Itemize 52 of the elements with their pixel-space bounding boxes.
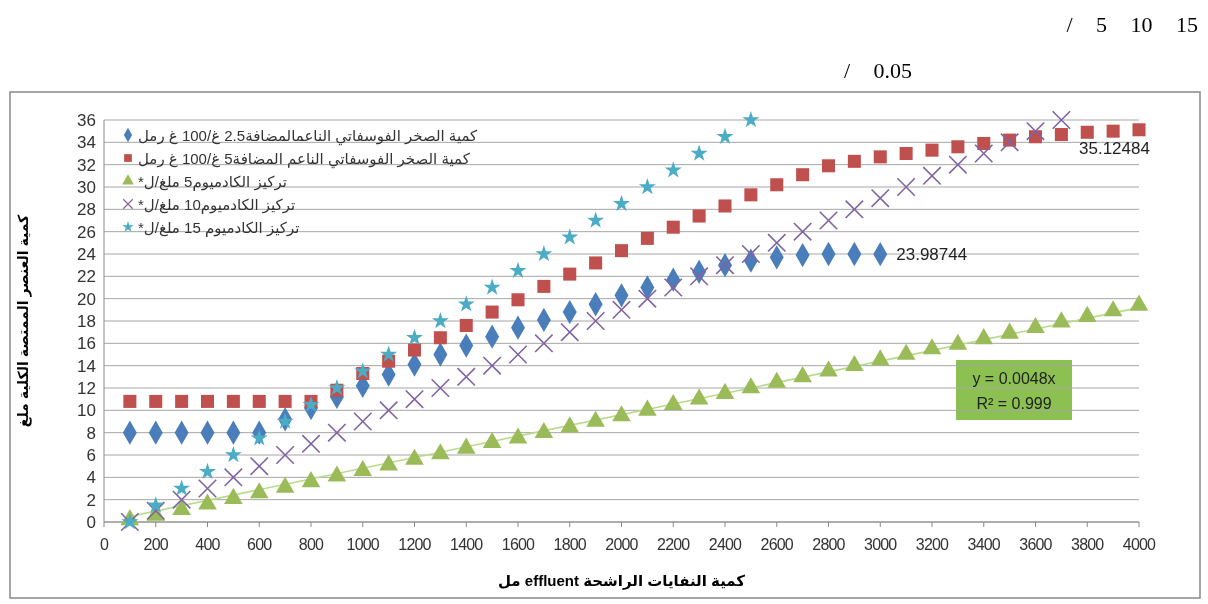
y-tick-label: 32 bbox=[77, 155, 96, 175]
y-tick-label: 10 bbox=[77, 401, 96, 421]
x-tick-label: 2400 bbox=[708, 536, 743, 553]
annotation: y = 0.0048x R² = 0.999 bbox=[972, 370, 1056, 412]
x-tick-label: 3000 bbox=[864, 536, 898, 553]
y-tick-label: 24 bbox=[77, 245, 96, 264]
legend-label: كمية الصخر الفوسفاتي الناعمالمضافة2.5 غ/100 غ رمل bbox=[138, 127, 479, 146]
y-tick-label: 18 bbox=[77, 312, 96, 331]
y-tick-label: 22 bbox=[77, 267, 96, 287]
y-tick-label: 0 bbox=[86, 513, 96, 532]
y-tick-label: 6 bbox=[86, 446, 96, 465]
x-tick-label: 3400 bbox=[967, 536, 1001, 553]
data-label: 35.12484 bbox=[1079, 138, 1150, 158]
x-tick-label: 1200 bbox=[398, 536, 432, 553]
x-tick-label: 1400 bbox=[450, 536, 484, 553]
x-tick-label: 200 bbox=[143, 536, 169, 553]
y-tick-label: 30 bbox=[77, 178, 96, 197]
y-axis-title: كمية العنصر الممتصة الكلية ملغ bbox=[15, 213, 32, 428]
text: / 5 10 15 bbox=[1066, 12, 1198, 37]
y-tick-label: 12 bbox=[77, 379, 96, 398]
y-tick-label: 20 bbox=[77, 289, 96, 309]
x-tick-label: 2600 bbox=[760, 536, 794, 553]
y-tick-label: 28 bbox=[77, 200, 96, 220]
x-tick-label: 4000 bbox=[1122, 536, 1157, 553]
legend-label: تركيز الكادميوم10 ملغ/ل* bbox=[138, 196, 296, 214]
x-tick-label: 3200 bbox=[915, 536, 950, 553]
text: / 0.05 bbox=[843, 58, 912, 83]
y-tick-label: 34 bbox=[77, 133, 96, 153]
y-tick-label: 2 bbox=[86, 490, 96, 510]
x-tick-label: 1000 bbox=[346, 536, 380, 553]
x-tick-label: 0 bbox=[99, 536, 109, 553]
y-tick-label: 26 bbox=[77, 222, 96, 242]
legend-label: تركيز الكادميوم5 ملغ/ل* bbox=[138, 173, 287, 191]
data-label: 23.98744 bbox=[896, 245, 968, 265]
x-tick-label: 1600 bbox=[501, 536, 536, 553]
x-tick-label: 400 bbox=[195, 536, 221, 553]
y-tick-label: 16 bbox=[77, 334, 96, 354]
x-tick-label: 600 bbox=[247, 536, 273, 553]
y-tick-label: 4 bbox=[86, 468, 96, 488]
x-tick-label: 1800 bbox=[553, 536, 587, 553]
x-tick-label: 800 bbox=[298, 536, 325, 553]
x-tick-label: 3800 bbox=[1071, 536, 1105, 553]
y-tick-label: 36 bbox=[77, 111, 96, 130]
y-tick-label: 8 bbox=[86, 423, 96, 443]
y-tick-label: 14 bbox=[77, 356, 96, 376]
x-tick-label: 3600 bbox=[1019, 536, 1053, 553]
legend-label: كمية الصخر الفوسفاتي الناعم المضافة5 غ/100 غ رمل bbox=[138, 150, 471, 169]
x-tick-label: 2800 bbox=[812, 536, 846, 553]
x-tick-label: 2200 bbox=[657, 536, 691, 553]
x-tick-label: 2000 bbox=[605, 536, 639, 553]
x-axis-title: كمية النفايات الراشحة effluent مل bbox=[497, 572, 746, 590]
legend-label: تركيز الكادميوم 15 ملغ/ل* bbox=[138, 219, 300, 237]
